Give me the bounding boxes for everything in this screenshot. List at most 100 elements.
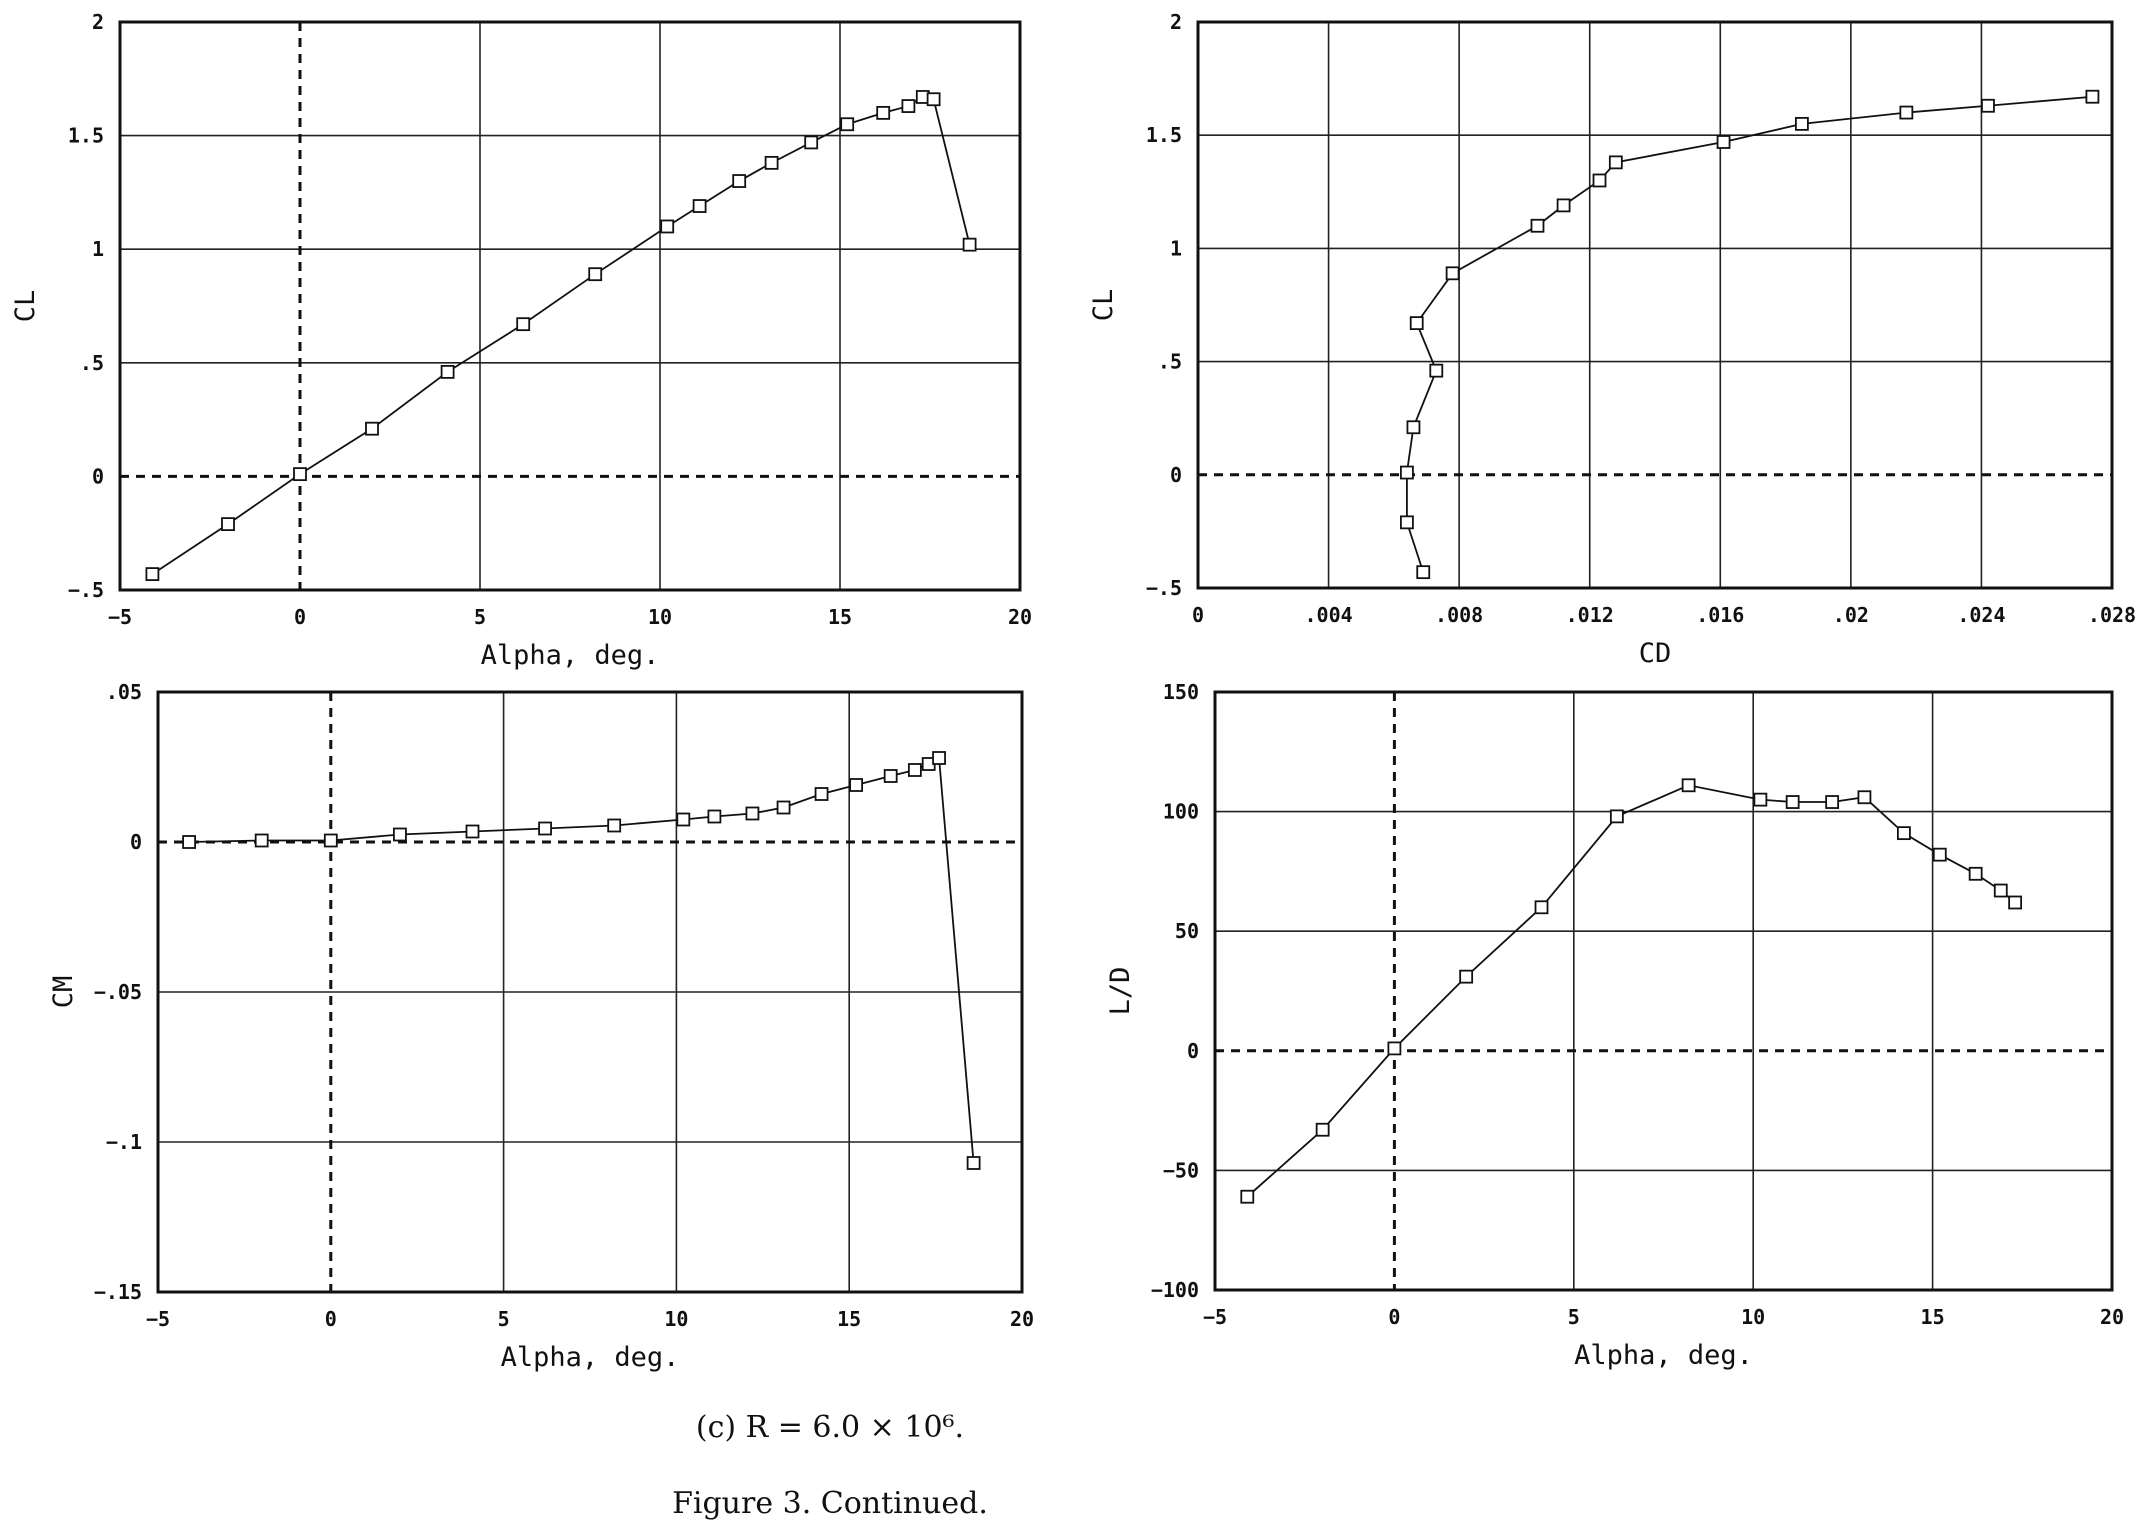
y-tick-label: −.5 <box>68 578 104 602</box>
y-axis-label: CL <box>10 290 41 323</box>
data-point <box>804 135 819 150</box>
y-tick-label: 2 <box>1170 10 1182 34</box>
data-point <box>1794 116 1809 131</box>
y-tick-label: 0 <box>1170 463 1182 487</box>
x-tick-label: −5 <box>108 605 132 629</box>
y-tick-label: 1.5 <box>68 124 104 148</box>
data-point <box>293 467 307 482</box>
x-tick-label: 5 <box>1568 1305 1580 1329</box>
plot-frame <box>1196 20 2114 590</box>
data-point <box>1896 826 1911 841</box>
data-point <box>538 821 552 836</box>
x-tick-label: 10 <box>1741 1305 1765 1329</box>
data-point <box>393 827 407 842</box>
subfigure-caption: (c) R = 6.0 × 10⁶. <box>695 1410 965 1445</box>
data-point <box>901 99 916 113</box>
y-tick-label: −50 <box>1163 1158 1199 1182</box>
data-point <box>1753 792 1768 807</box>
x-axis-label: Alpha, deg. <box>481 640 660 671</box>
data-point <box>962 237 977 252</box>
series-line <box>1406 95 2093 573</box>
data-point <box>1315 1122 1330 1137</box>
plot-frame <box>1213 690 2114 1292</box>
series-line <box>189 756 975 1164</box>
data-point <box>323 833 338 848</box>
y-tick-label: 1 <box>1170 236 1182 260</box>
data-point <box>966 1156 981 1170</box>
y-tick-label: 0 <box>1187 1039 1199 1063</box>
data-point <box>182 835 197 849</box>
data-point <box>607 818 622 833</box>
y-tick-label: 1.5 <box>1146 123 1182 147</box>
x-tick-label: 0 <box>325 1307 337 1331</box>
x-tick-label: −5 <box>146 1307 170 1331</box>
data-point <box>1400 515 1414 530</box>
data-point <box>1459 969 1474 984</box>
y-tick-label: .5 <box>1158 350 1182 374</box>
x-tick-label: 10 <box>664 1307 688 1331</box>
data-point <box>1785 795 1800 809</box>
x-tick-label: 5 <box>498 1307 510 1331</box>
x-axis-label: CD <box>1639 638 1672 669</box>
x-tick-label: −5 <box>1203 1305 1227 1329</box>
chart-cl_cd: 0 .004 .008 .012 .016 .02 .024 .028 −.5 0 .5 1 1.5 2 C… <box>1088 10 2136 669</box>
x-tick-label: .02 <box>1833 603 1869 627</box>
series-line <box>151 96 971 575</box>
data-point <box>1932 847 1947 862</box>
data-point <box>840 117 855 132</box>
data-point <box>1993 883 2008 898</box>
data-point <box>2085 89 2100 104</box>
data-point <box>1968 866 1983 881</box>
data-point <box>692 199 707 213</box>
chart-cm_alpha: −5 0 5 10 15 20 −.15 −.1 −.05 0 .05 Alpha, deg. CM <box>48 680 1034 1373</box>
data-point <box>907 763 922 777</box>
y-tick-label: 50 <box>1175 919 1199 943</box>
data-point <box>1534 900 1549 915</box>
x-tick-label: .028 <box>2088 603 2136 627</box>
x-tick-label: 15 <box>828 605 852 629</box>
data-point <box>365 421 379 436</box>
chart-cl_alpha: −5 0 5 10 15 20 −.5 0 .5 1 1.5 2 Alpha, deg. CL <box>10 10 1032 671</box>
data-point <box>1899 105 1914 120</box>
data-point <box>745 806 760 821</box>
y-tick-label: −100 <box>1151 1278 1199 1302</box>
data-point <box>814 787 829 801</box>
data-point <box>1716 135 1731 149</box>
series-line <box>1246 784 2016 1198</box>
x-tick-label: .024 <box>1957 603 2005 627</box>
data-point <box>588 267 603 282</box>
y-tick-label: 0 <box>130 830 142 854</box>
data-point <box>660 219 675 234</box>
data-point <box>1681 778 1696 793</box>
x-tick-label: 20 <box>1010 1307 1034 1331</box>
y-tick-label: −.15 <box>94 1280 142 1304</box>
x-tick-label: 0 <box>294 605 306 629</box>
x-axis-label: Alpha, deg. <box>1574 1340 1753 1371</box>
x-tick-label: .008 <box>1435 603 1483 627</box>
data-point <box>1406 420 1421 435</box>
data-point <box>1592 173 1607 188</box>
x-tick-label: .016 <box>1696 603 1744 627</box>
y-tick-label: 2 <box>92 10 104 34</box>
y-tick-label: −.05 <box>94 980 142 1004</box>
data-point <box>1445 266 1460 281</box>
y-axis-label: CL <box>1088 289 1119 322</box>
x-tick-label: 15 <box>1921 1305 1945 1329</box>
x-tick-label: 10 <box>648 605 672 629</box>
data-point <box>1530 218 1545 233</box>
data-point <box>932 751 946 765</box>
y-axis-label: L/D <box>1105 967 1136 1016</box>
y-axis-label: CM <box>48 976 79 1009</box>
x-tick-label: 0 <box>1192 603 1204 627</box>
data-point <box>2008 895 2023 910</box>
data-point <box>883 769 898 783</box>
data-point <box>926 92 941 107</box>
data-point <box>732 174 747 188</box>
y-tick-label: .05 <box>106 680 142 704</box>
y-tick-label: .5 <box>80 351 104 375</box>
data-point <box>1400 465 1414 480</box>
y-tick-label: 150 <box>1163 680 1199 704</box>
figure-caption: Figure 3. Continued. <box>672 1486 988 1521</box>
data-point <box>1556 198 1571 213</box>
